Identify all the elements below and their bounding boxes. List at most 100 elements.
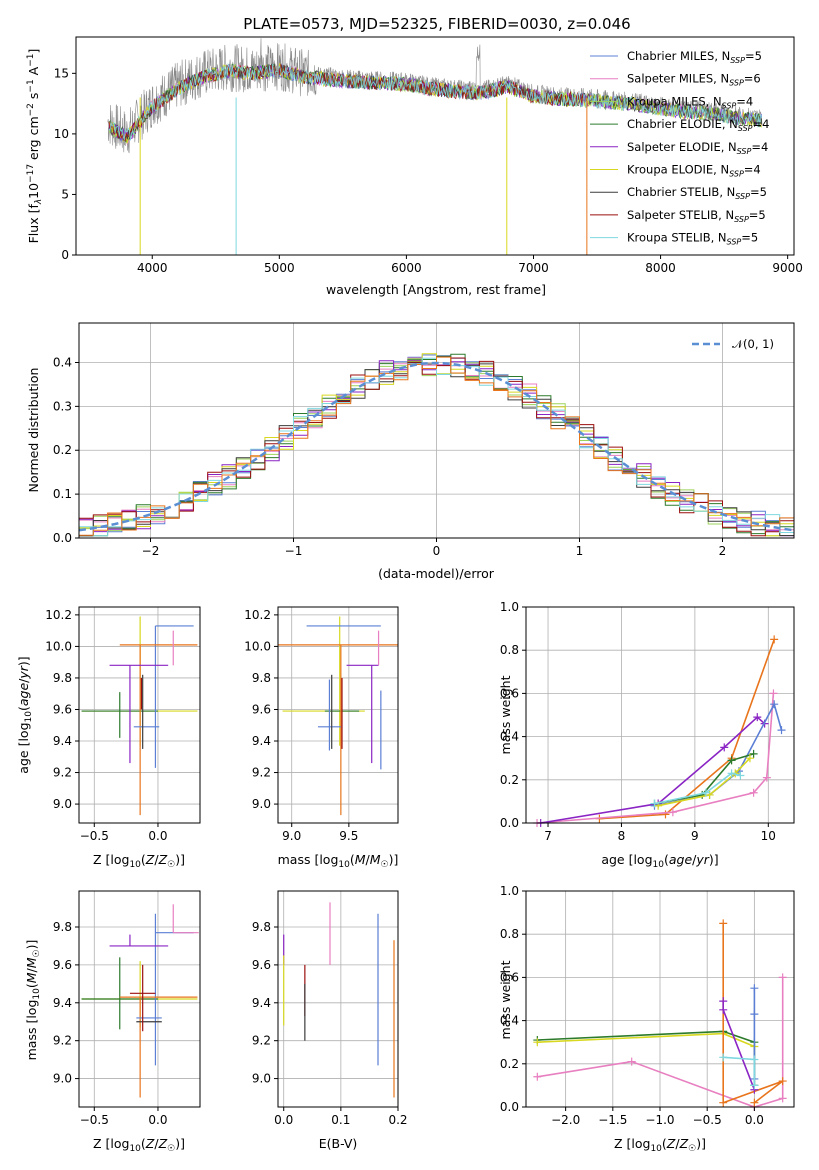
- mass-weight-marker: [736, 771, 745, 780]
- age-mass-x-ticks: 9.0 9.5: [282, 823, 358, 843]
- y-tick-label: 9.0: [53, 1072, 72, 1086]
- mass-weight-marker: [749, 788, 758, 797]
- weight-age-y-label: mass weight: [498, 675, 513, 754]
- legend-entry: Kroupa ELODIE, NSSP=4: [627, 163, 761, 179]
- x-tick-label: 0: [433, 544, 441, 558]
- y-tick-label: 9.8: [252, 920, 271, 934]
- weight-z-x-label: Z [log10(Z/Z☉)]: [614, 1136, 706, 1154]
- legend-value: =5: [749, 208, 766, 222]
- y-tick-label: 10: [54, 127, 69, 141]
- x-tick-label: 9.5: [339, 829, 358, 843]
- x-tick-label: 2: [719, 544, 727, 558]
- mass-weight-marker: [627, 1057, 636, 1066]
- mass-weight-marker: [750, 1010, 759, 1019]
- spectrum-lines: [107, 38, 763, 255]
- x-tick-label: −0.5: [80, 829, 109, 843]
- y-tick-label: 0.2: [53, 443, 72, 457]
- normal-curve: [78, 361, 795, 532]
- mass-z-x-label: Z [log10(Z/Z☉)]: [93, 1136, 185, 1154]
- y-tick-label: 10.0: [244, 639, 271, 653]
- legend-sub: SSP: [730, 56, 745, 65]
- weight-age-grid: [526, 606, 794, 824]
- mass-weight-marker: [668, 808, 677, 817]
- spectrum-y-ticks: 0 5 10 15: [54, 66, 76, 262]
- mass-weight-marker: [753, 713, 762, 722]
- y-tick-label: 9.4: [53, 734, 72, 748]
- x-tick-label: 8000: [645, 261, 676, 275]
- mass-weight-marker: [778, 1094, 787, 1103]
- weight-z-x-ticks: −2.0 −1.5 −1.0 −0.5 0.0: [551, 1107, 764, 1127]
- x-tick-label: −0.5: [693, 1113, 722, 1127]
- y-tick-label: 0.0: [53, 531, 72, 545]
- y-tick-label: 0.2: [500, 1057, 519, 1071]
- x-tick-label: 1: [576, 544, 584, 558]
- y-tick-label: 0.4: [500, 1014, 519, 1028]
- mass-weight-marker: [778, 973, 787, 982]
- y-tick-label: 0.8: [500, 927, 519, 941]
- spectrum-y-label: Flux [fλ10−17 erg cm−2 s−1 A−1]: [26, 49, 44, 244]
- y-tick-label: 0: [61, 248, 69, 262]
- weight-vs-age-panel: 7 8 9 10 0.0 0.2 0.4 0.6 0.8 1.0 age [log10(age/…: [498, 600, 795, 870]
- x-tick-label: 8: [618, 829, 626, 843]
- legend-sub: SSP: [722, 101, 737, 110]
- mass-weight-marker: [770, 700, 779, 709]
- y-tick-label: 1.0: [500, 884, 519, 898]
- y-tick-label: 9.4: [252, 996, 271, 1010]
- y-tick-label: 9.2: [53, 766, 72, 780]
- legend-entry: Chabrier STELIB, NSSP=5: [627, 185, 767, 201]
- normal-legend-label: 𝒩(0, 1): [732, 337, 774, 351]
- x-tick-label: 6000: [391, 261, 422, 275]
- x-tick-label: −2.0: [551, 1113, 580, 1127]
- spectrum-legend: Chabrier MILES, NSSP=5 Salpeter MILES, NS…: [590, 49, 769, 247]
- mass-weight-marker: [533, 1038, 542, 1047]
- weight-age-frame: [525, 606, 795, 824]
- x-tick-label: −1.5: [598, 1113, 627, 1127]
- mass-weight-marker: [750, 1081, 759, 1090]
- mass-weight-marker: [745, 754, 754, 763]
- mass-ebv-frame: [277, 890, 399, 1108]
- x-tick-label: 0.0: [274, 1113, 293, 1127]
- y-tick-label: 9.2: [53, 1034, 72, 1048]
- mass-weight-line: [723, 1056, 756, 1086]
- y-tick-label: 0.4: [53, 355, 72, 369]
- y-tick-label: 9.6: [252, 958, 271, 972]
- legend-value: =5: [750, 185, 767, 199]
- mass-weight-line: [537, 1030, 756, 1086]
- spectrum-x-ticks: 4000 5000 6000 7000 8000 9000: [137, 255, 803, 275]
- y-tick-label: 9.6: [252, 702, 271, 716]
- mass-z-x-ticks: −0.5 0.0: [80, 1107, 168, 1127]
- mass-ebv-errorbars: [283, 902, 395, 1098]
- legend-entry: Chabrier MILES, NSSP=5: [627, 49, 762, 65]
- x-tick-label: 0.0: [745, 1113, 764, 1127]
- x-tick-label: −0.5: [80, 1113, 109, 1127]
- x-tick-label: 5000: [264, 261, 295, 275]
- legend-entry: Salpeter ELODIE, NSSP=4: [627, 140, 768, 156]
- weight-z-y-ticks: 0.0 0.2 0.4 0.6 0.8 1.0: [500, 884, 526, 1114]
- x-tick-label: 7000: [518, 261, 549, 275]
- legend-sub: SSP: [729, 170, 744, 179]
- x-tick-label: −2: [142, 544, 160, 558]
- legend-entry: Salpeter STELIB, NSSP=5: [627, 208, 766, 224]
- x-tick-label: 0.0: [148, 829, 167, 843]
- legend-value: =4: [753, 117, 770, 131]
- mass-weight-marker: [770, 635, 779, 644]
- legend-sub: SSP: [735, 192, 750, 201]
- legend-entry: Kroupa STELIB, NSSP=5: [627, 231, 758, 247]
- legend-value: =4: [744, 163, 761, 177]
- legend-entry: Salpeter MILES, NSSP=6: [627, 72, 761, 88]
- mass-weight-marker: [719, 919, 728, 928]
- age-vs-metallicity-panel: −0.5 0.0 9.0 9.2 9.4 9.6 9.8 10.0 10.2 Z [log10…: [16, 606, 201, 870]
- y-tick-label: 9.0: [252, 1072, 271, 1086]
- legend-entry: Kroupa MILES, NSSP=4: [627, 94, 753, 110]
- mass-weight-marker: [750, 1055, 759, 1064]
- legend-name: Salpeter ELODIE, N: [627, 140, 737, 154]
- y-tick-label: 9.2: [252, 1034, 271, 1048]
- spectrum-panel: Chabrier MILES, NSSP=5 Salpeter MILES, NS…: [26, 36, 803, 297]
- y-tick-label: 9.4: [252, 734, 271, 748]
- y-tick-label: 0.1: [53, 487, 72, 501]
- legend-name: Kroupa ELODIE, N: [627, 163, 729, 177]
- mass-weight-marker: [777, 726, 786, 735]
- y-tick-label: 9.4: [53, 996, 72, 1010]
- mass-ebv-y-ticks: 9.0 9.2 9.4 9.6 9.8: [252, 920, 278, 1086]
- weight-age-x-ticks: 7 8 9 10: [544, 823, 776, 843]
